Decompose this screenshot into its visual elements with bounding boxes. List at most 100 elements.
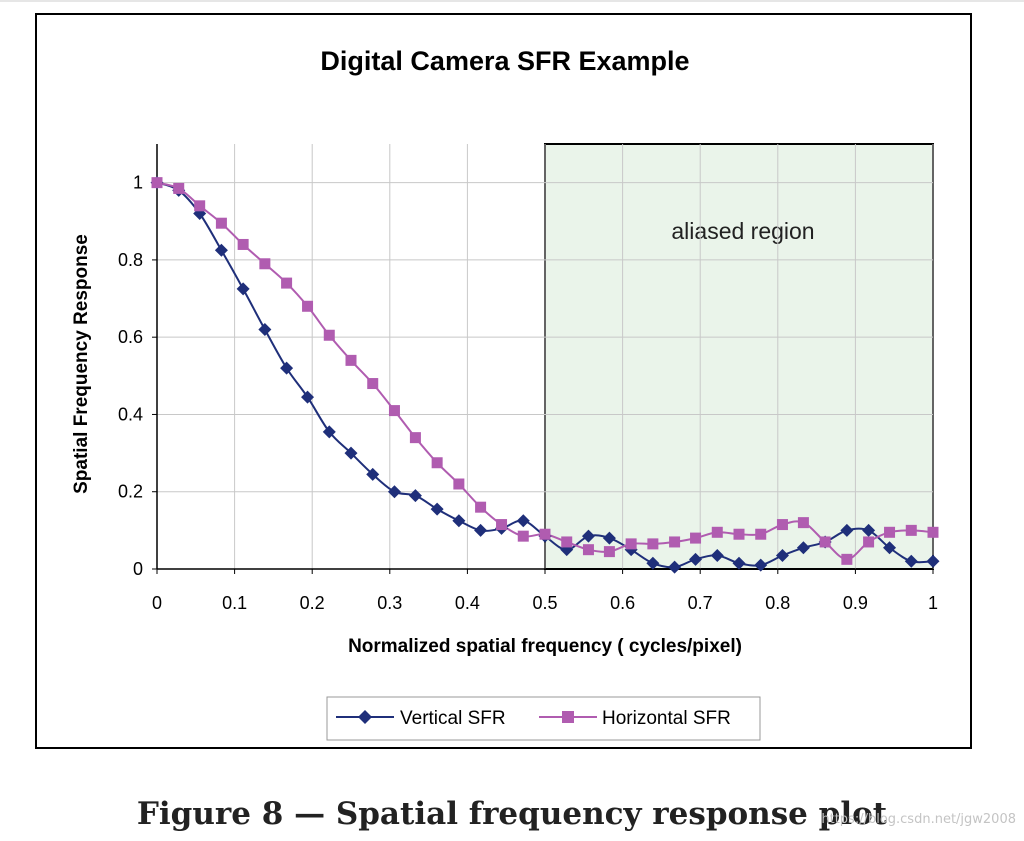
point-horizontal-sfr [496,519,508,531]
point-horizontal-sfr [561,536,573,548]
point-vertical-sfr [301,390,315,404]
point-horizontal-sfr [797,517,809,529]
point-horizontal-sfr [733,528,745,540]
point-horizontal-sfr [669,536,681,548]
point-vertical-sfr [754,558,768,572]
point-horizontal-sfr [625,538,637,550]
point-vertical-sfr [258,322,272,336]
aliased-region [544,143,934,570]
point-vertical-sfr [408,489,422,503]
x-tick-label: 0.9 [843,593,868,613]
point-horizontal-sfr [539,528,551,540]
point-horizontal-sfr [927,526,939,538]
point-horizontal-sfr [690,532,702,544]
legend-marker-horizontal [562,711,574,723]
point-vertical-sfr [904,554,918,568]
point-vertical-sfr [322,425,336,439]
y-tick-label: 0 [133,559,143,579]
point-vertical-sfr [796,541,810,555]
point-horizontal-sfr [151,177,163,189]
x-tick-label: 0.3 [377,593,402,613]
point-horizontal-sfr [194,200,206,212]
point-horizontal-sfr [884,526,896,538]
point-horizontal-sfr [603,546,615,558]
point-vertical-sfr [602,531,616,545]
x-tick-label: 0.1 [222,593,247,613]
x-tick-label: 0.5 [532,593,557,613]
point-horizontal-sfr [905,524,917,536]
point-horizontal-sfr [215,217,227,229]
point-horizontal-sfr [841,553,853,565]
legend: Vertical SFR Horizontal SFR [326,696,761,741]
point-vertical-sfr [430,502,444,516]
y-tick-label: 0.6 [118,327,143,347]
legend-box [326,696,761,741]
point-horizontal-sfr [863,536,875,548]
top-rule [0,0,1024,2]
point-horizontal-sfr [819,536,831,548]
point-horizontal-sfr [453,478,465,490]
point-vertical-sfr [668,560,682,574]
y-tick-label: 0.4 [118,404,143,424]
point-vertical-sfr [710,548,724,562]
point-horizontal-sfr [475,501,487,513]
y-axis-label: Spatial Frequency Response [71,234,92,494]
point-horizontal-sfr [388,405,400,417]
y-tick-label: 1 [133,173,143,193]
legend-label-horizontal: Horizontal SFR [602,708,731,729]
point-horizontal-sfr [755,528,767,540]
point-horizontal-sfr [517,530,529,542]
point-horizontal-sfr [302,300,314,312]
x-tick-label: 0.6 [610,593,635,613]
point-vertical-sfr [366,467,380,481]
point-vertical-sfr [926,554,940,568]
aliased-region-label: aliased region [671,218,814,244]
point-horizontal-sfr [582,544,594,556]
y-tick-label: 0.8 [118,250,143,270]
point-vertical-sfr [840,523,854,537]
x-tick-label: 0 [152,593,162,613]
point-horizontal-sfr [711,526,723,538]
legend-label-vertical: Vertical SFR [400,708,506,729]
x-tick-label: 0.7 [688,593,713,613]
point-vertical-sfr [883,541,897,555]
point-vertical-sfr [452,514,466,528]
axes [152,144,934,574]
point-horizontal-sfr [345,354,357,366]
point-horizontal-sfr [647,538,659,550]
point-horizontal-sfr [281,277,293,289]
point-vertical-sfr [280,361,294,375]
y-tick-label: 0.2 [118,482,143,502]
point-vertical-sfr [862,523,876,537]
x-axis-label: Normalized spatial frequency ( cycles/pi… [348,636,742,657]
x-tick-label: 1 [928,593,938,613]
tick-labels: 0 0.1 0.2 0.3 0.4 0.5 0.6 0.7 0.8 0.9 1 0 0.2 0.4 0.6 0… [118,173,938,613]
point-vertical-sfr [474,523,488,537]
x-tick-label: 0.4 [455,593,480,613]
point-vertical-sfr [775,548,789,562]
point-vertical-sfr [344,446,358,460]
point-horizontal-sfr [776,519,788,531]
point-vertical-sfr [516,514,530,528]
point-horizontal-sfr [173,182,185,194]
figure-caption: Figure 8 — Spatial frequency response pl… [136,796,888,832]
x-tick-label: 0.8 [765,593,790,613]
sfr-chart: Digital Camera SFR Example aliased regio… [35,13,972,749]
point-vertical-sfr [236,282,250,296]
point-horizontal-sfr [367,378,379,390]
point-vertical-sfr [732,556,746,570]
point-vertical-sfr [214,243,228,257]
point-horizontal-sfr [431,457,443,469]
point-horizontal-sfr [323,329,335,341]
point-vertical-sfr [689,552,703,566]
legend-marker-vertical [358,710,372,724]
chart-title: Digital Camera SFR Example [320,46,689,76]
x-tick-label: 0.2 [300,593,325,613]
point-vertical-sfr [581,529,595,543]
point-horizontal-sfr [259,258,271,270]
point-horizontal-sfr [237,238,249,250]
series-markers [150,176,940,574]
watermark: https://blog.csdn.net/jgw2008 [821,812,1016,827]
point-vertical-sfr [387,485,401,499]
point-vertical-sfr [646,556,660,570]
